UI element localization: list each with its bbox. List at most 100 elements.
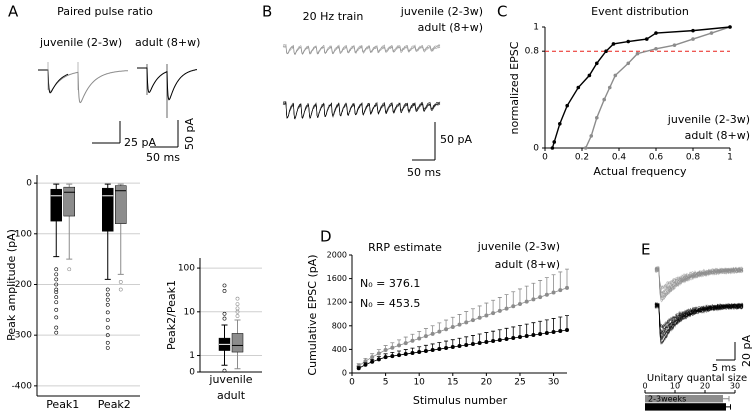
point [626, 39, 631, 44]
y-tick-label: -200 [12, 280, 33, 290]
point [558, 122, 562, 126]
point [524, 334, 529, 339]
point [363, 362, 368, 367]
point [551, 329, 556, 334]
error-bar [558, 316, 563, 331]
point [497, 338, 502, 343]
point [611, 42, 616, 46]
box [231, 333, 244, 353]
x-tick-label: 0.2 [575, 153, 589, 163]
whisker [104, 183, 111, 280]
point [517, 335, 522, 340]
point [470, 342, 475, 347]
annotation: N₀ = 453.5 [360, 297, 420, 310]
point [576, 85, 581, 90]
whisker [221, 324, 228, 366]
point [728, 25, 732, 29]
outlier [105, 287, 110, 292]
error-bar [531, 322, 536, 336]
x-tick-label: 10 [670, 382, 680, 391]
point [709, 31, 714, 35]
x-tick-label: 0.8 [686, 153, 701, 163]
legend-label: adult (8+w) [418, 21, 483, 34]
point [410, 351, 415, 356]
point [403, 341, 408, 346]
box [102, 187, 114, 232]
whisker [53, 183, 60, 258]
point [417, 336, 422, 341]
point [635, 51, 640, 56]
point [654, 46, 658, 51]
outlier [105, 292, 110, 297]
error-bar [524, 285, 529, 302]
point [551, 290, 556, 295]
box [63, 186, 75, 217]
x-tick-label: 0 [542, 153, 548, 163]
trace [654, 267, 744, 299]
y-axis-label: Peak2/Peak1 [165, 280, 178, 350]
x-axis-label: Stimulus number [413, 394, 508, 407]
point [390, 354, 395, 359]
point [450, 324, 455, 329]
outlier [235, 296, 240, 301]
point [538, 295, 543, 300]
point [403, 352, 408, 357]
outlier [222, 311, 227, 316]
point [457, 322, 462, 327]
legend-label: adult [217, 389, 246, 402]
point [544, 330, 549, 335]
legend-label: adult (8+w) [495, 258, 560, 271]
outlier [67, 267, 72, 272]
point [450, 345, 455, 350]
y-tick-label: 1200 [327, 298, 347, 307]
panel-label: E [641, 241, 650, 259]
point [504, 306, 509, 311]
legend-label: adult (8+w) [135, 36, 200, 49]
point [397, 343, 402, 348]
whisker [66, 183, 73, 260]
scale-label: 25 pA [124, 136, 156, 149]
point [607, 85, 612, 90]
panel-title: 20 Hz train [303, 10, 364, 23]
y-tick-label: 100 [178, 264, 195, 274]
point [531, 297, 536, 302]
y-tick-label: 0 [342, 369, 347, 378]
point [672, 43, 677, 47]
scale-label: 50 ms [146, 151, 180, 164]
y-axis-label: Peak amplitude (pA) [5, 229, 18, 341]
panel-title: Event distribution [591, 5, 689, 18]
y-tick-label: 2000 [327, 251, 347, 260]
y-tick-label: -100 [12, 229, 33, 239]
outlier [105, 345, 110, 350]
legend-label: juvenile [208, 373, 252, 386]
scale-label: 20 pA [740, 335, 753, 367]
error-bar [723, 396, 730, 402]
outlier [118, 280, 123, 284]
panel-label: B [262, 3, 272, 21]
point [370, 355, 375, 360]
trace [38, 69, 69, 94]
box [115, 185, 127, 224]
outlier [105, 333, 110, 338]
chart-title: Unitary quantal size [647, 373, 747, 384]
point [604, 49, 608, 53]
outlier [54, 272, 59, 277]
whisker [117, 183, 124, 275]
outlier [105, 340, 110, 345]
y-tick-label: 0.8 [525, 47, 540, 57]
y-tick-label: 800 [332, 321, 347, 330]
y-tick-label: 0 [189, 368, 195, 378]
scale-label: 50 ms [407, 166, 441, 179]
outlier [105, 302, 110, 307]
panel-label: A [8, 3, 19, 21]
outlier [54, 282, 59, 287]
point [595, 61, 599, 66]
error-bar [504, 294, 509, 309]
x-tick-label: 20 [700, 382, 710, 391]
point [491, 311, 496, 316]
x-tick-label: 10 [413, 378, 425, 388]
error-bar [538, 280, 543, 298]
outlier [235, 302, 240, 307]
x-tick-label: 0 [642, 382, 647, 391]
x-tick-label: 5 [383, 378, 389, 388]
